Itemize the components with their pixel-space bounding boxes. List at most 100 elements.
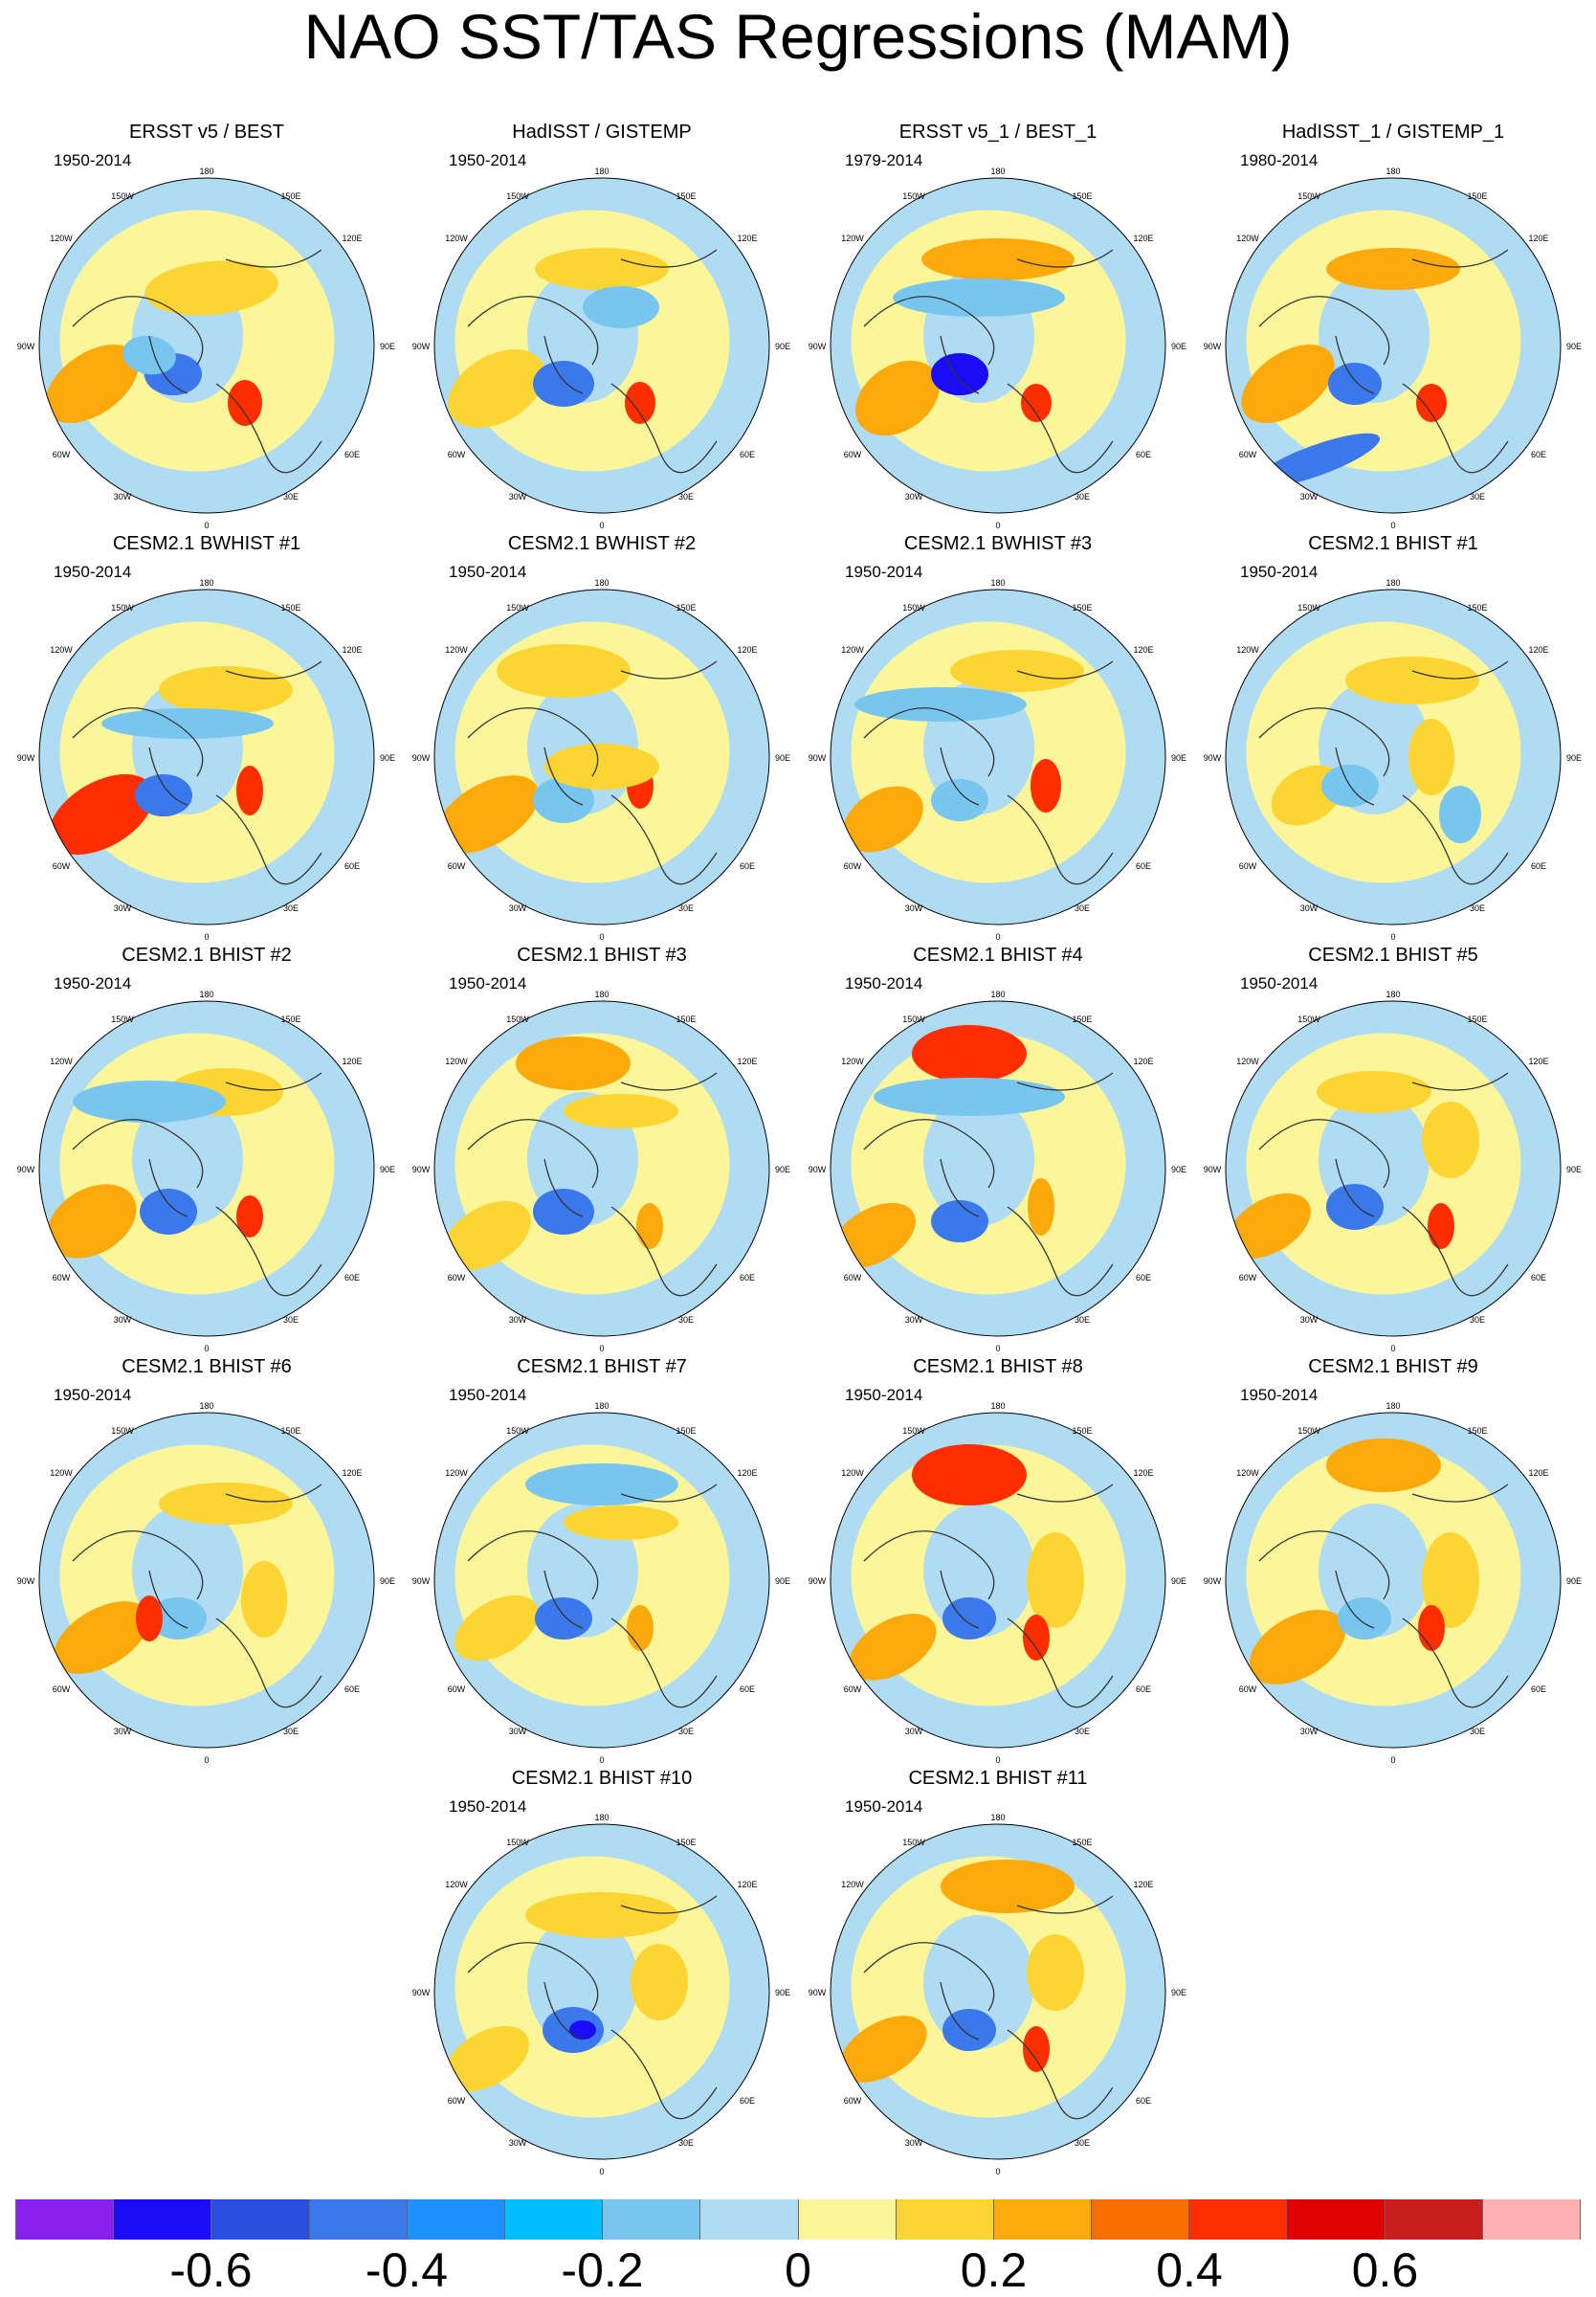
- colorbar-swatch: [309, 2199, 408, 2240]
- map-field: [434, 1824, 769, 2159]
- anomaly-blob: [45, 344, 139, 424]
- anomaly-blob: [236, 766, 263, 815]
- coastline: [215, 383, 322, 474]
- longitude-label: 60W: [844, 450, 862, 459]
- longitude-label: 30W: [905, 1727, 923, 1736]
- longitude-label: 150E: [676, 191, 696, 201]
- coastline: [1007, 383, 1114, 474]
- coastline: [225, 1483, 322, 1503]
- longitude-label: 180: [594, 1813, 609, 1822]
- panel-period: 1950-2014: [449, 1797, 527, 1816]
- coastline: [610, 1617, 718, 1708]
- longitude-label: 30E: [1075, 2138, 1090, 2148]
- map-panel: 180 150W 150E 120W 120E 90W 90E 60W 60E 30W 30E 0 C…: [17, 1353, 395, 1765]
- anomaly-blob: [159, 1483, 293, 1525]
- anomaly-blob: [445, 2025, 529, 2092]
- longitude-label: 150E: [1072, 603, 1092, 613]
- longitude-label: 30E: [283, 903, 299, 913]
- map-field: [1226, 590, 1561, 925]
- polar-map: 180 150W 150E 120W 120E 90W 90E 60W 60E 30W 30E 0: [809, 167, 1186, 530]
- longitude-label: 120E: [342, 1468, 362, 1478]
- panel-title: CESM2.1 BHIST #4: [913, 945, 1083, 966]
- longitude-label: 60E: [1531, 1273, 1546, 1282]
- anomaly-blob: [631, 1944, 688, 2020]
- anomaly-blob: [533, 1189, 594, 1235]
- panel-period: 1950-2014: [1240, 974, 1319, 992]
- anomaly-blob: [1326, 1184, 1384, 1230]
- longitude-label: 150E: [676, 1838, 696, 1847]
- longitude-label: 180: [199, 167, 213, 176]
- coastline: [148, 747, 188, 806]
- anomaly-blob: [1326, 1438, 1441, 1492]
- colorbar-swatch: [896, 2199, 994, 2240]
- polar-map: 180 150W 150E 120W 120E 90W 90E 60W 60E 30W 30E 0: [412, 578, 790, 942]
- panel-period: 1950-2014: [449, 1386, 527, 1404]
- longitude-label: 30E: [678, 492, 694, 502]
- polar-map: 180 150W 150E 120W 120E 90W 90E 60W 60E 30W 30E 0: [17, 578, 395, 942]
- longitude-label: 150E: [1467, 603, 1487, 613]
- anomaly-blob: [1023, 2026, 1050, 2072]
- map-boundary: [1225, 1000, 1562, 1337]
- anomaly-blob: [1338, 1597, 1391, 1639]
- colorbar-tick-label: -0.6: [169, 2243, 253, 2297]
- anomaly-blob: [49, 773, 154, 856]
- anomaly-blob: [122, 335, 176, 375]
- anomaly-blob: [627, 1605, 654, 1651]
- coastline: [72, 296, 204, 366]
- coastline: [1016, 660, 1114, 680]
- longitude-label: 90E: [1566, 342, 1582, 351]
- anomaly-blob: [135, 774, 192, 816]
- longitude-label: 180: [1385, 578, 1400, 588]
- longitude-label: 30E: [678, 2138, 694, 2148]
- longitude-label: 30W: [1300, 492, 1319, 502]
- longitude-label: 90W: [809, 753, 827, 763]
- longitude-label: 90E: [380, 342, 395, 351]
- coastline: [620, 1895, 718, 1914]
- coastline: [467, 296, 599, 366]
- longitude-label: 0: [995, 521, 1000, 530]
- anomaly-blob: [874, 1078, 1065, 1116]
- anomaly-blob: [1317, 1071, 1431, 1113]
- longitude-label: 120W: [445, 234, 468, 243]
- longitude-label: 60E: [344, 861, 360, 871]
- longitude-label: 90W: [17, 1165, 35, 1174]
- polar-map: 180 150W 150E 120W 120E 90W 90E 60W 60E 30W 30E 0: [809, 578, 1186, 942]
- longitude-label: 30E: [1075, 903, 1090, 913]
- anomaly-blob: [625, 382, 655, 424]
- longitude-label: 60E: [740, 2096, 755, 2106]
- longitude-label: 60W: [53, 1273, 71, 1282]
- longitude-label: 150E: [676, 1015, 696, 1024]
- anomaly-blob: [942, 1597, 996, 1639]
- panel-period: 1950-2014: [1240, 563, 1319, 581]
- longitude-label: 60E: [1136, 1684, 1151, 1694]
- coastline: [1411, 1483, 1509, 1503]
- colorbar-swatch: [1189, 2199, 1288, 2240]
- anomaly-blob: [636, 1203, 663, 1249]
- coastline: [1016, 249, 1114, 268]
- longitude-label: 150W: [902, 1015, 925, 1024]
- coastline: [1411, 249, 1509, 268]
- longitude-label: 30E: [1470, 903, 1485, 913]
- longitude-label: 150E: [1072, 1426, 1092, 1436]
- coastline: [940, 1570, 980, 1629]
- longitude-label: 120W: [1236, 1057, 1259, 1066]
- longitude-label: 90W: [809, 1576, 827, 1586]
- map-field: [39, 1413, 374, 1748]
- panel-title: CESM2.1 BWHIST #3: [903, 533, 1093, 554]
- longitude-label: 90W: [17, 342, 35, 351]
- longitude-label: 60E: [1136, 450, 1151, 459]
- longitude-label: 150W: [506, 603, 529, 613]
- longitude-label: 0: [204, 521, 209, 530]
- polar-map: 180 150W 150E 120W 120E 90W 90E 60W 60E 30W 30E 0: [1204, 167, 1582, 530]
- longitude-label: 150W: [111, 1426, 134, 1436]
- anomaly-blob: [448, 349, 545, 428]
- longitude-label: 180: [199, 1401, 213, 1411]
- longitude-label: 120W: [1236, 645, 1259, 655]
- longitude-label: 180: [199, 578, 213, 588]
- anomaly-blob: [1027, 1532, 1084, 1628]
- longitude-label: 90E: [1171, 1165, 1186, 1174]
- longitude-label: 0: [599, 1755, 604, 1765]
- map-boundary: [830, 1823, 1166, 2160]
- longitude-label: 30W: [114, 492, 132, 502]
- anomaly-blob: [1241, 344, 1335, 424]
